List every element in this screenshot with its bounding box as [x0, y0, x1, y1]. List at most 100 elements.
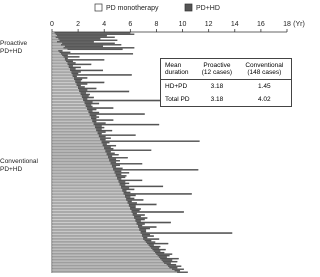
bar-segment	[127, 202, 137, 204]
bar-segment	[51, 164, 113, 167]
bar-segment	[113, 169, 199, 171]
bar-segment	[51, 263, 167, 266]
bar-segment	[51, 36, 57, 38]
bar-segment	[51, 54, 63, 57]
bar-segment	[51, 98, 84, 100]
bar-segment	[51, 101, 85, 103]
bar-segment	[51, 209, 132, 212]
bar-segment	[51, 259, 162, 261]
bar-segment	[100, 138, 106, 141]
bar-segment	[136, 223, 145, 225]
bar-segment	[58, 38, 101, 40]
x-tick-label: 18	[283, 21, 291, 28]
bar-segment	[51, 35, 58, 37]
bar-segment	[121, 185, 164, 188]
bar-segment	[67, 63, 92, 66]
bar-segment	[174, 269, 181, 272]
bar-segment	[51, 160, 110, 162]
bar-segment	[51, 178, 118, 180]
bar-segment	[98, 135, 106, 138]
table-cell: 4.02	[257, 96, 271, 103]
bar-segment	[51, 62, 68, 64]
bar-segment	[109, 158, 117, 161]
bar-segment	[51, 193, 124, 195]
bar-segment	[61, 44, 122, 46]
bar-segment	[51, 241, 147, 243]
bar-segment	[105, 149, 152, 151]
bar-segment	[51, 31, 55, 34]
bar-segment	[51, 206, 131, 209]
bar-segment	[130, 208, 141, 210]
bar-segment	[130, 206, 136, 209]
table-cell: 3.18	[210, 96, 224, 103]
bar-segment	[51, 169, 114, 171]
bar-segment	[92, 120, 97, 123]
bar-segment	[51, 146, 105, 148]
bar-segment	[51, 196, 126, 198]
table: Mean duration Proactive (12 cases) Conve…	[161, 59, 291, 106]
bar-segment	[51, 86, 79, 88]
bar-segment	[51, 205, 130, 207]
bar-segment	[51, 253, 157, 255]
table-cell: Conventional (148 cases)	[237, 59, 291, 80]
bar-segment	[51, 33, 57, 35]
bar-segment	[51, 90, 80, 93]
bar-segment	[141, 233, 151, 236]
bar-segment	[94, 125, 102, 127]
table-cell: Total PD	[165, 96, 190, 103]
bar-segment	[83, 98, 88, 100]
bar-segment	[89, 113, 145, 115]
bar-segment	[55, 33, 135, 35]
bar-segment	[81, 96, 94, 99]
bar-segment	[102, 144, 117, 147]
bar-segment	[51, 111, 89, 114]
x-tick-label: 2	[76, 21, 80, 28]
bar-segment	[118, 179, 143, 182]
bar-segment	[80, 93, 90, 96]
bar-segment	[114, 170, 122, 173]
bar-segment	[109, 160, 120, 162]
bar-segment	[51, 238, 144, 240]
bar-segment	[51, 53, 62, 55]
bar-segment	[51, 125, 96, 127]
axis-unit: (Yr)	[293, 21, 305, 28]
bar-segment	[145, 241, 156, 243]
bar-segment	[51, 170, 115, 173]
bar-segment	[51, 114, 90, 117]
bar-segment	[149, 245, 161, 248]
bar-segment	[57, 35, 107, 37]
bar-segment	[67, 62, 76, 64]
bar-segment	[51, 218, 136, 221]
x-tick-label: 4	[102, 21, 106, 28]
bar-segment	[177, 271, 188, 273]
bar-segment	[51, 269, 175, 272]
bar-segment	[55, 36, 115, 38]
legend-label: PD monotherapy	[106, 5, 159, 12]
bar-segment	[51, 190, 123, 192]
bar-segment	[91, 116, 100, 118]
bar-segment	[51, 203, 130, 206]
bar-segment	[131, 209, 140, 212]
bar-segment	[67, 48, 123, 51]
bar-segment	[51, 191, 124, 194]
bar-segment	[51, 167, 114, 170]
bar-segment	[51, 84, 77, 87]
bar-segment	[51, 161, 111, 164]
bar-segment	[51, 144, 104, 147]
x-tick-label: 6	[128, 21, 132, 28]
bar-segment	[152, 248, 166, 251]
x-tick-label: 0	[50, 21, 54, 28]
bar-segment	[93, 123, 160, 126]
bar-segment	[123, 191, 131, 194]
bar-segment	[111, 166, 117, 168]
bar-segment	[106, 152, 115, 154]
bar-segment	[78, 86, 85, 88]
bar-segment	[58, 50, 63, 52]
bar-segment	[51, 152, 107, 154]
bar-segment	[114, 172, 130, 174]
bar-segment	[72, 75, 77, 78]
bar-segment	[84, 101, 93, 103]
bar-segment	[51, 128, 97, 130]
bar-segment	[51, 108, 88, 111]
bar-segment	[160, 257, 179, 260]
